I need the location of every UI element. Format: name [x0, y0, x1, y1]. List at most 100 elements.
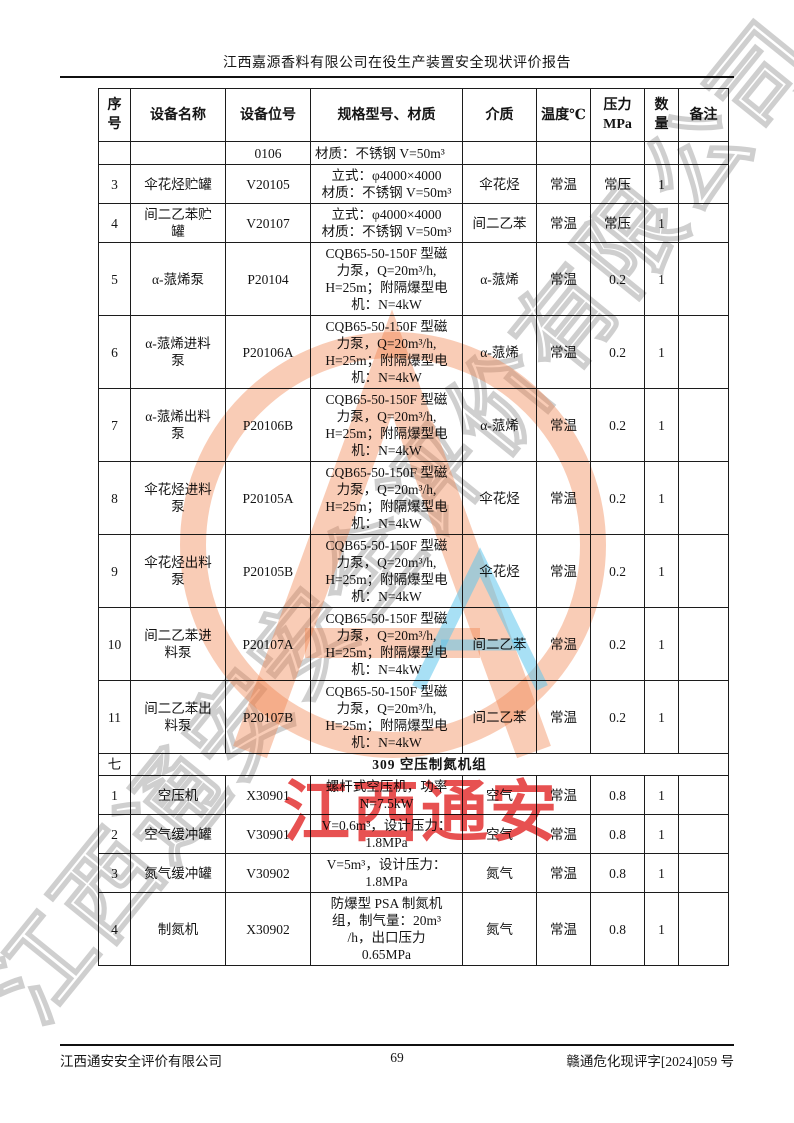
- footer-rule: [60, 1044, 734, 1046]
- table-row: 2 空气缓冲罐 V30901 V=0.6m³，设计压力： 1.8MPa 空气 常温 0.8 1: [98, 814, 729, 854]
- table-cell: 空气: [462, 775, 537, 815]
- table-cell: 立式：φ4000×4000 材质：不锈钢 V=50m³: [310, 203, 463, 243]
- table-cell: 间二乙苯贮 罐: [130, 203, 226, 243]
- table-cell: α-蒎烯出料 泵: [130, 388, 226, 462]
- table-cell: P20106A: [225, 315, 311, 389]
- table-cell: [678, 534, 729, 608]
- table-cell: V30901: [225, 814, 311, 854]
- section-title-cell: 309 空压制氮机组: [130, 753, 729, 776]
- header-row: 序 号设备名称 设备位号 规格型号、材质 介质 温度℃ 压力 MPa 数 量备注: [98, 88, 729, 142]
- table-cell: α-蒎烯泵: [130, 242, 226, 316]
- table-cell: CQB65-50-150F 型磁 力泵，Q=20m³/h, H=25m；附隔爆型…: [310, 315, 463, 389]
- table-cell: 9: [98, 534, 131, 608]
- table-cell: 常温: [536, 853, 591, 893]
- table-cell: [678, 141, 729, 165]
- column-header: 压力 MPa: [590, 88, 645, 142]
- table-cell: 空气: [462, 814, 537, 854]
- table-cell: 间二乙苯出 料泵: [130, 680, 226, 754]
- header-rule: [60, 76, 734, 78]
- page-footer: 江西通安安全评价有限公司 69 赣通危化现评字[2024]059 号: [60, 1050, 734, 1070]
- table-cell: 间二乙苯: [462, 680, 537, 754]
- table-cell: α-蒎烯: [462, 315, 537, 389]
- table-row: 7 α-蒎烯出料 泵 P20106B CQB65-50-150F 型磁 力泵，Q=20…: [98, 388, 729, 462]
- table-cell: 常压: [590, 164, 645, 204]
- table-cell: P20104: [225, 242, 311, 316]
- table-cell: 常温: [536, 203, 591, 243]
- table-cell: 伞花烃: [462, 461, 537, 535]
- equipment-table-header: 序 号设备名称 设备位号 规格型号、材质 介质 温度℃ 压力 MPa 数 量备注: [98, 88, 729, 142]
- table-row: 8 伞花烃进料 泵 P20105A CQB65-50-150F 型磁 力泵，Q=20m…: [98, 461, 729, 535]
- table-cell: CQB65-50-150F 型磁 力泵，Q=20m³/h, H=25m；附隔爆型…: [310, 242, 463, 316]
- table-cell: 0.2: [590, 388, 645, 462]
- table-cell: 5: [98, 242, 131, 316]
- table-cell: 4: [98, 892, 131, 966]
- table-cell: 常温: [536, 461, 591, 535]
- section-index-cell: 七: [98, 753, 131, 776]
- table-cell: 1: [644, 775, 679, 815]
- table-cell: 伞花烃出料 泵: [130, 534, 226, 608]
- table-cell: 0106: [225, 141, 311, 165]
- table-cell: 10: [98, 607, 131, 681]
- table-cell: V20105: [225, 164, 311, 204]
- table-row: 3 氮气缓冲罐 V30902 V=5m³，设计压力： 1.8MPa 氮气 常温 0.8 1: [98, 853, 729, 893]
- table-row: 11 间二乙苯出 料泵 P20107B CQB65-50-150F 型磁 力泵，Q=2…: [98, 680, 729, 754]
- table-cell: α-蒎烯: [462, 242, 537, 316]
- table-cell: CQB65-50-150F 型磁 力泵，Q=20m³/h, H=25m；附隔爆型…: [310, 534, 463, 608]
- table-cell: 氮气: [462, 853, 537, 893]
- table-cell: 7: [98, 388, 131, 462]
- footer-company: 江西通安安全评价有限公司: [60, 1054, 222, 1069]
- table-cell: 3: [98, 853, 131, 893]
- table-cell: 常温: [536, 607, 591, 681]
- table-cell: 常温: [536, 388, 591, 462]
- table-cell: 防爆型 PSA 制氮机 组，制气量：20m³ /h，出口压力 0.65MPa: [310, 892, 463, 966]
- table-cell: α-蒎烯进料 泵: [130, 315, 226, 389]
- table-cell: V=5m³，设计压力： 1.8MPa: [310, 853, 463, 893]
- table-cell: 0.2: [590, 607, 645, 681]
- table-cell: V20107: [225, 203, 311, 243]
- table-row: 0106 材质：不锈钢 V=50m³: [98, 141, 729, 165]
- table-cell: 螺杆式空压机，功率 N=7.5kW: [310, 775, 463, 815]
- table-cell: V=0.6m³，设计压力： 1.8MPa: [310, 814, 463, 854]
- table-cell: [678, 242, 729, 316]
- table-cell: 材质：不锈钢 V=50m³: [310, 141, 463, 165]
- table-cell: [644, 141, 679, 165]
- table-cell: CQB65-50-150F 型磁 力泵，Q=20m³/h, H=25m；附隔爆型…: [310, 461, 463, 535]
- table-cell: P20105B: [225, 534, 311, 608]
- page-header-title: 江西嘉源香料有限公司在役生产装置安全现状评价报告: [223, 56, 571, 71]
- table-row: 4 间二乙苯贮 罐 V20107 立式：φ4000×4000 材质：不锈钢 V=50m…: [98, 203, 729, 243]
- table-cell: 1: [644, 242, 679, 316]
- table-cell: 1: [644, 680, 679, 754]
- table-cell: [678, 814, 729, 854]
- table-cell: 8: [98, 461, 131, 535]
- table-cell: 1: [644, 892, 679, 966]
- column-header: 规格型号、材质: [310, 88, 463, 142]
- table-cell: 0.2: [590, 461, 645, 535]
- table-cell: 常温: [536, 534, 591, 608]
- table-cell: 1: [644, 388, 679, 462]
- table-cell: [462, 141, 537, 165]
- table-cell: 伞花烃: [462, 164, 537, 204]
- column-header: 序 号: [98, 88, 131, 142]
- table-cell: [678, 853, 729, 893]
- table-cell: 2: [98, 814, 131, 854]
- table-cell: 常温: [536, 680, 591, 754]
- table-cell: 伞花烃贮罐: [130, 164, 226, 204]
- column-header: 温度℃: [536, 88, 591, 142]
- table-cell: 1: [644, 315, 679, 389]
- equipment-table-body: 0106 材质：不锈钢 V=50m³ 3 伞花烃贮罐 V20105 立式：φ4000×40…: [98, 141, 729, 966]
- table-cell: X30901: [225, 775, 311, 815]
- table-cell: 1: [644, 534, 679, 608]
- table-cell: 1: [644, 203, 679, 243]
- table-cell: [678, 680, 729, 754]
- table-cell: V30902: [225, 853, 311, 893]
- table-cell: [678, 203, 729, 243]
- table-row: 6 α-蒎烯进料 泵 P20106A CQB65-50-150F 型磁 力泵，Q=20…: [98, 315, 729, 389]
- table-cell: 1: [644, 607, 679, 681]
- table-cell: 空气缓冲罐: [130, 814, 226, 854]
- table-row: 5 α-蒎烯泵 P20104 CQB65-50-150F 型磁 力泵，Q=20m³/h…: [98, 242, 729, 316]
- table-cell: [678, 607, 729, 681]
- table-cell: 1: [644, 461, 679, 535]
- column-header: 设备名称: [130, 88, 226, 142]
- table-cell: 0.8: [590, 892, 645, 966]
